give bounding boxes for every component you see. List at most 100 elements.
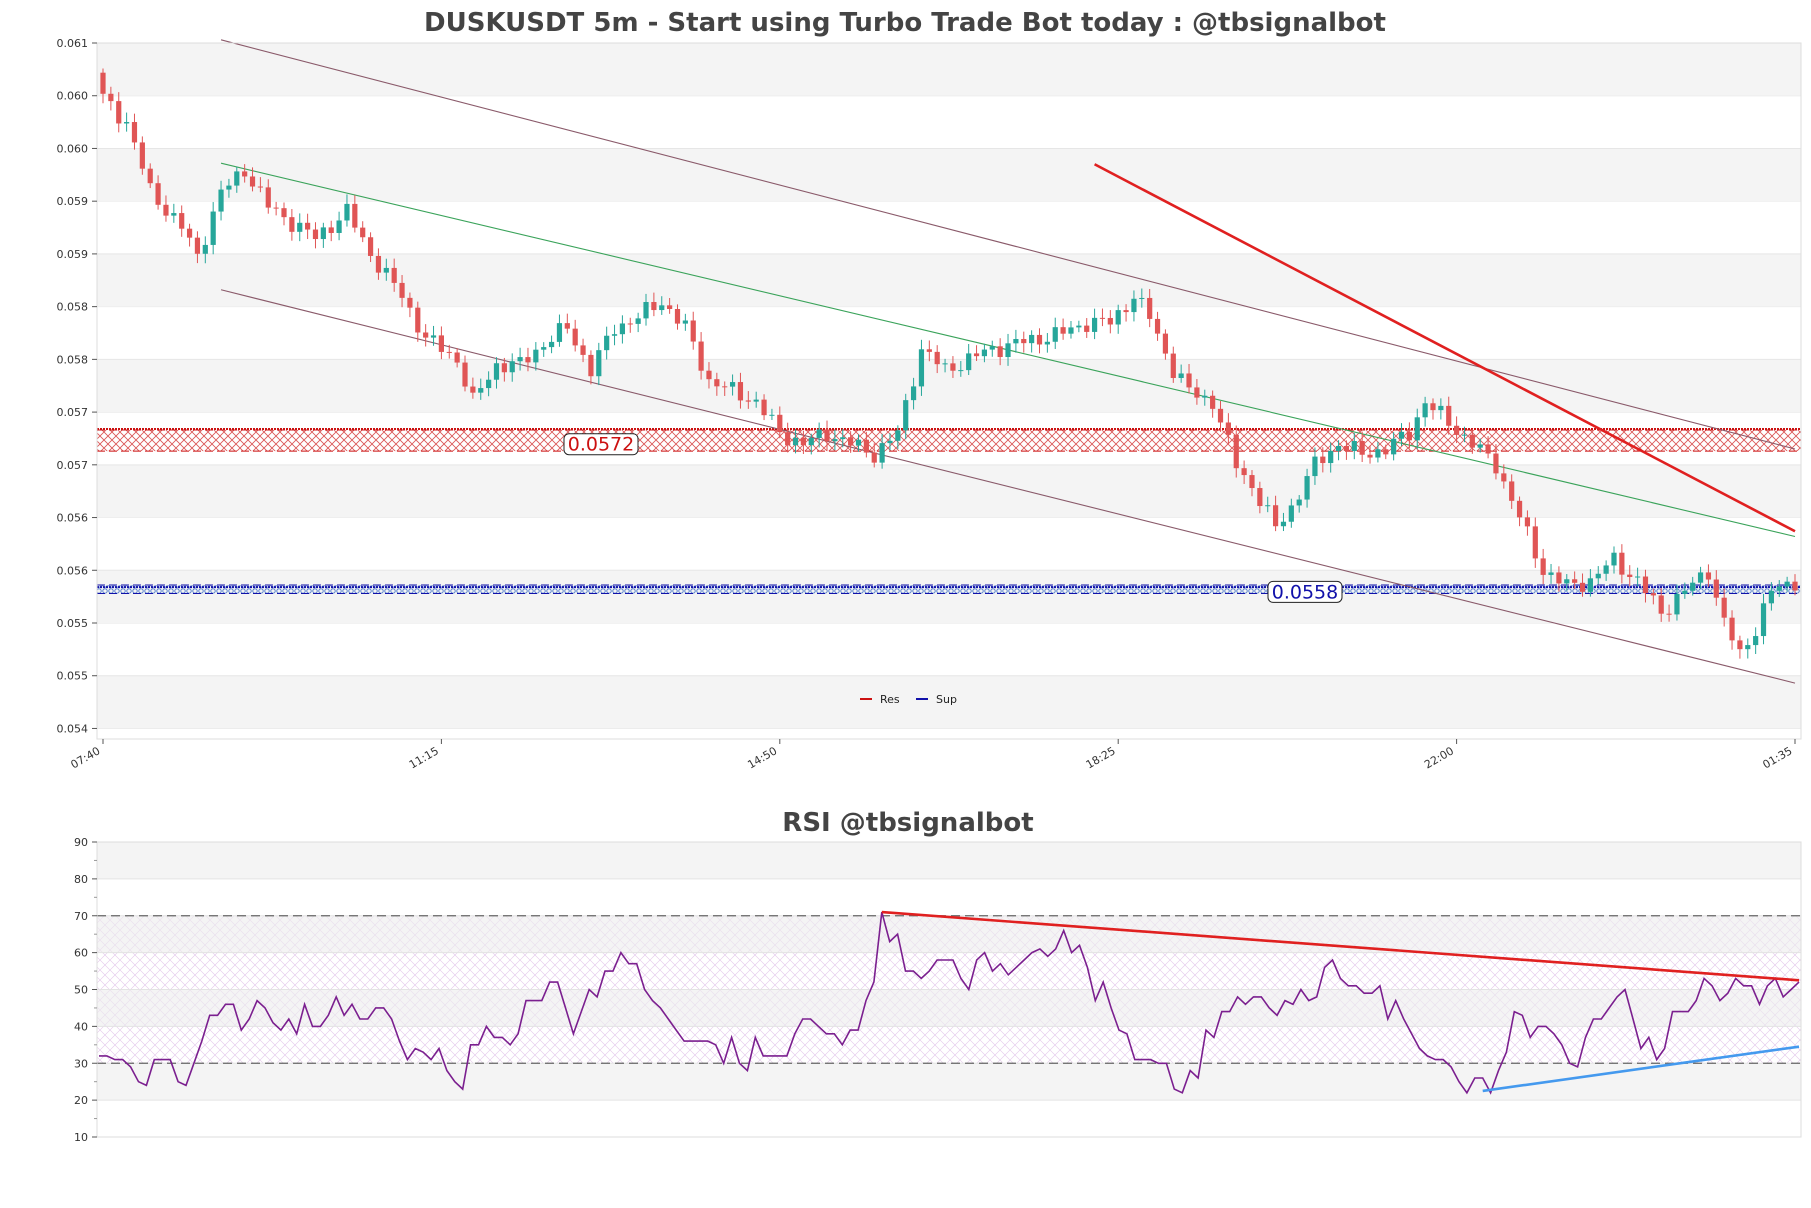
candle [1359,431,1365,463]
candle-body [116,101,122,124]
candle [367,232,374,263]
candle [934,345,940,374]
candle [1217,401,1224,432]
candle-body [729,382,736,387]
candle-body [446,351,452,353]
price-resistance-trendline [1093,163,1796,533]
candle [1154,311,1161,341]
x-tick-label: 22:00 [1422,744,1456,771]
candle-body [1516,500,1523,518]
candle [706,362,712,389]
candle-body [1296,499,1302,506]
candle [1768,582,1774,611]
candle-body [619,323,626,335]
candle-body [210,211,216,245]
candle [1627,565,1633,587]
rsi-resistance-trendline [881,910,1800,982]
candle [430,325,437,346]
candle [375,248,382,280]
candle-body [698,341,704,371]
candle-body [1477,444,1483,448]
candle-body [1225,422,1231,435]
candle [1131,290,1137,322]
candle-body [320,227,326,240]
candle-body [1217,408,1224,423]
candle [533,342,539,371]
candle-body [525,357,531,363]
candle-body [1572,579,1578,583]
candle-body [1107,317,1113,325]
candle-body [745,400,751,402]
candle-body [1509,481,1515,501]
level-label-box [1267,580,1343,603]
candle [234,166,240,193]
candle-body [1674,593,1680,615]
candle [1729,610,1735,650]
candle-body [1335,445,1342,451]
candle-body [1729,617,1735,641]
candle-body [1021,338,1027,344]
candle [1296,495,1302,513]
x-tick-label: 18:25 [1084,744,1118,771]
candle [147,163,153,189]
candle [242,164,248,183]
candle-body [737,382,744,401]
candle [1312,447,1318,485]
candle [580,338,586,363]
candle-body [682,320,688,324]
candle [446,344,452,359]
candle [1516,496,1523,527]
candle-body [501,363,507,373]
candle-body [690,320,696,342]
candle-body [1642,576,1649,594]
candle-body [966,353,972,371]
candle [918,339,925,396]
candle-body [1320,456,1326,464]
rsi-y-tick-label: 90 [74,836,88,849]
candle [1556,566,1562,592]
candle-body [391,267,397,283]
candle-body [1540,558,1546,575]
candle-body [124,122,130,124]
y-tick-label: 0.060 [57,142,89,155]
candle-body [1249,475,1255,489]
candle [824,420,830,451]
candle [438,326,444,360]
candle-body [1005,343,1011,358]
candle [289,209,295,241]
candle [517,347,523,371]
candle-body [352,203,358,228]
rsi-y-tick-label: 60 [74,947,88,960]
candle [1501,464,1507,489]
candle-body [1792,581,1798,591]
grid-band [97,148,1801,202]
candle-body [1099,317,1106,319]
candle-body [1123,310,1129,313]
candle-body [1375,449,1381,458]
candle-body [989,346,995,350]
candle [328,220,334,242]
candle [1398,423,1405,446]
candle [131,113,138,150]
grid-band [97,43,1801,96]
candle-body [1013,338,1019,344]
candle-body [312,229,319,240]
candle-body [1776,586,1782,591]
grid-band [97,675,1801,729]
candle [1091,308,1098,340]
candle [871,443,877,468]
resistance-label: 0.0572 [563,433,639,456]
candle [627,317,633,333]
candle [1257,481,1263,514]
candle [493,357,500,389]
candle [1666,604,1672,622]
support-resistance-zones [97,427,1801,594]
rsi-series [99,911,1800,1095]
candle [1564,574,1570,591]
candle-body [667,305,673,309]
candle [226,178,232,198]
candle [1548,564,1554,584]
candle-body [580,345,586,355]
rsi-chart: RSI @tbsignalbot 90 80 70 60 50 40 30 20 10 [74,808,1802,1144]
candle [863,431,869,458]
